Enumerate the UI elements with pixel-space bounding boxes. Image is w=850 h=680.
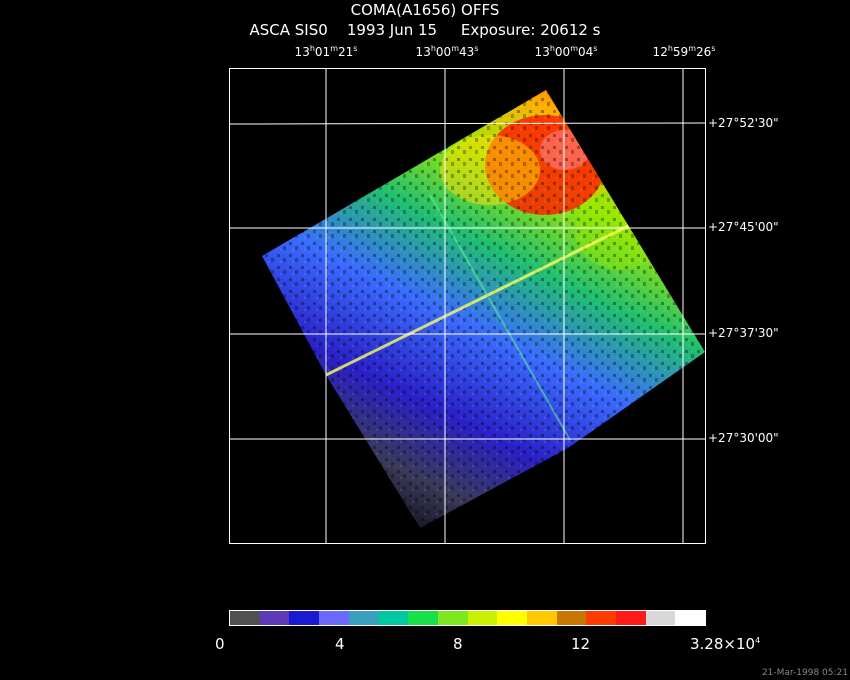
- colorbar-swatch: [348, 611, 379, 625]
- colorbar-swatch: [526, 611, 557, 625]
- colorbar-label-4: 4: [335, 635, 345, 653]
- dec-gridlines: [228, 122, 707, 440]
- dec-tick-label-2: +27°45'00": [708, 220, 779, 234]
- colorbar-label-12: 12: [571, 635, 591, 653]
- colorbar-swatch: [259, 611, 290, 625]
- colorbar-swatch: [675, 611, 705, 625]
- colorbar-swatch: [230, 611, 260, 625]
- ra-tick-label-4: 12h59m26s: [652, 44, 716, 59]
- colorbar-swatch: [408, 611, 438, 625]
- ra-tick-label-2: 13h00m43s: [415, 44, 479, 59]
- ra-tick-label-3: 13h00m04s: [534, 44, 598, 59]
- colorbar-swatch: [378, 611, 409, 625]
- ra-gridlines: [325, 68, 684, 543]
- colorbar: [229, 610, 706, 626]
- colorbar-swatch: [556, 611, 587, 625]
- xray-image-field: [262, 90, 705, 528]
- dec-tick-label-1: +27°52'30": [708, 116, 779, 130]
- dec-tick-label-3: +27°37'30": [708, 326, 779, 340]
- colorbar-swatch: [467, 611, 498, 625]
- colorbar-swatch: [497, 611, 527, 625]
- dec-tick-label-4: +27°30'00": [708, 431, 779, 445]
- colorbar-label-max: 3.28×104: [690, 635, 761, 653]
- image-subtitle: ASCA SIS0 1993 Jun 15 Exposure: 20612 s: [249, 21, 601, 39]
- image-title: COMA(A1656) OFFS: [350, 1, 500, 19]
- colorbar-swatch: [437, 611, 468, 625]
- colorbar-swatch: [319, 611, 349, 625]
- ra-tick-label-1: 13h01m21s: [294, 44, 358, 59]
- colorbar-swatch: [645, 611, 676, 625]
- colorbar-label-0: 0: [215, 635, 225, 653]
- colorbar-swatch: [586, 611, 616, 625]
- colorbar-swatch: [615, 611, 646, 625]
- colorbar-label-8: 8: [453, 635, 463, 653]
- plot-frame: [229, 68, 706, 544]
- colorbar-swatch: [289, 611, 320, 625]
- timestamp: 21-Mar-1998 05:21: [761, 668, 848, 678]
